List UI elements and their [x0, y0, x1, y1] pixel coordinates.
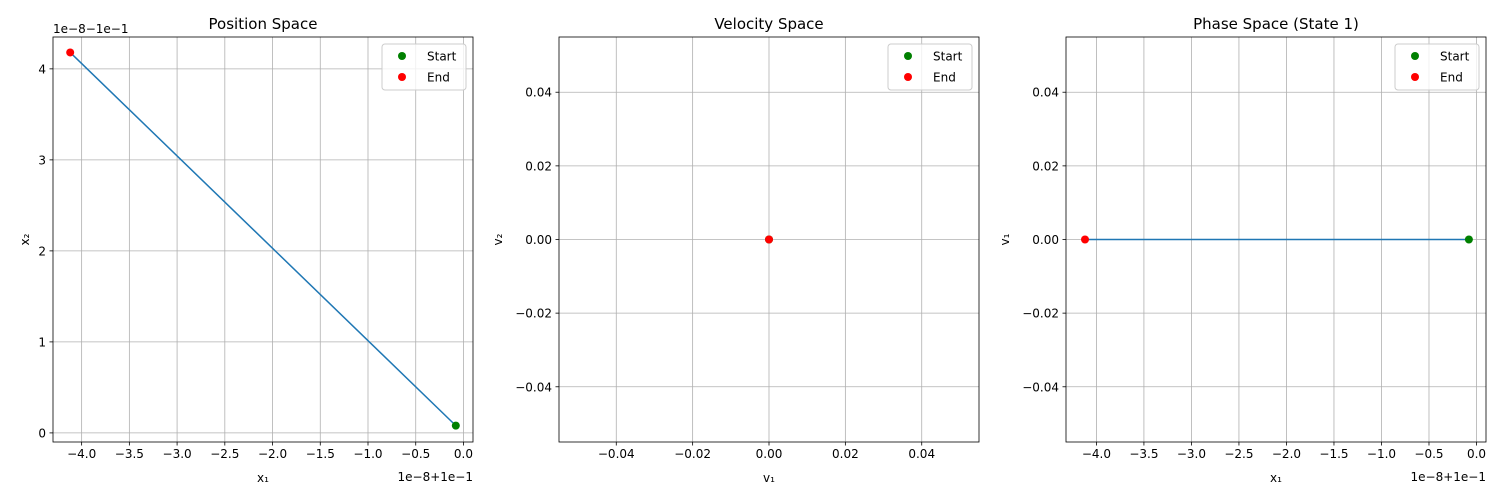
y-axis-label: v₁ — [998, 233, 1012, 245]
legend-end-marker — [398, 73, 406, 81]
x-tick-label: −1.0 — [1367, 447, 1396, 461]
chart-title: Velocity Space — [714, 15, 823, 33]
axes-frame — [1065, 36, 1487, 443]
legend-start-marker — [904, 52, 912, 60]
x-tick-label: −2.5 — [210, 447, 239, 461]
x-tick-label: −1.5 — [306, 447, 335, 461]
x-tick-label: −0.04 — [598, 447, 635, 461]
end-marker — [765, 235, 773, 244]
start-marker — [451, 421, 460, 430]
chart-title: Position Space — [209, 15, 318, 33]
x-tick-label: −2.0 — [1272, 447, 1301, 461]
x-tick-label: 0.04 — [908, 447, 935, 461]
legend-end-marker — [904, 73, 912, 81]
x-tick-label: −1.0 — [353, 447, 382, 461]
y-tick-label: −0.04 — [1022, 380, 1059, 394]
y-tick-label: 2 — [38, 244, 46, 258]
x-tick-label: −4.0 — [67, 447, 96, 461]
end-marker — [66, 48, 75, 57]
legend-end-label: End — [427, 71, 450, 85]
y-tick-label: 0.02 — [1032, 159, 1059, 173]
chart-panel-3: −4.0 −3.5 −3.0 −2.5 −2.0 −1.5 −1.0 −0.5 0.0 −0.04… — [998, 15, 1487, 485]
x-tick-label: −2.0 — [258, 447, 287, 461]
legend-start-label: Start — [1440, 50, 1470, 64]
x-tick-label: 0.0 — [1467, 447, 1486, 461]
legend: Start End — [381, 43, 467, 91]
y-tick-label: 0.04 — [1032, 86, 1059, 100]
y-tick-label: 4 — [38, 62, 46, 76]
x-tick-label: −3.0 — [163, 447, 192, 461]
y-tick-label: −0.04 — [515, 380, 552, 394]
y-tick-label: 0.00 — [525, 233, 552, 247]
x-tick-label: −0.5 — [401, 447, 430, 461]
legend-start-marker — [1411, 52, 1419, 60]
legend-start-label: Start — [933, 50, 963, 64]
trajectory-line — [69, 51, 457, 427]
x-tick-label: 0.0 — [454, 447, 473, 461]
x-tick-label: −1.5 — [1319, 447, 1348, 461]
legend-end-label: End — [933, 71, 956, 85]
y-axis-label: v₂ — [491, 233, 505, 245]
x-tick-label: −3.0 — [1177, 447, 1206, 461]
legend-start-label: Start — [427, 50, 457, 64]
y-tick-label: −0.02 — [515, 307, 552, 321]
x-tick-label: −4.0 — [1082, 447, 1111, 461]
legend-start-marker — [398, 52, 406, 60]
axes-frame — [558, 36, 980, 443]
x-tick-label: −0.5 — [1414, 447, 1443, 461]
y-tick-label: 0.04 — [525, 86, 552, 100]
x-tick-label: −3.5 — [115, 447, 144, 461]
end-marker — [1081, 235, 1090, 244]
legend: Start End — [887, 43, 973, 91]
y-axis-label: x₂ — [18, 233, 32, 245]
chart-panel-2: −0.04 −0.02 0.00 0.02 0.04 −0.04 −0.02 0.00 0.02… — [491, 15, 980, 485]
x-tick-label: −2.5 — [1224, 447, 1253, 461]
x-tick-label: −0.02 — [674, 447, 711, 461]
x-tick-label: 0.00 — [756, 447, 783, 461]
x-axis-label: x₁ — [257, 471, 269, 485]
x-tick-label: 0.02 — [832, 447, 859, 461]
y-tick-label: 1 — [38, 335, 46, 349]
y-tick-label: 0.00 — [1032, 233, 1059, 247]
x-axis-label: x₁ — [1270, 471, 1282, 485]
start-marker — [1464, 235, 1473, 244]
axes-frame — [52, 36, 474, 443]
x-offset-text: 1e−8+1e−1 — [398, 470, 473, 484]
legend: Start End — [1394, 43, 1480, 91]
x-axis-label: v₁ — [763, 471, 775, 485]
x-tick-label: −3.5 — [1129, 447, 1158, 461]
y-tick-label: 3 — [38, 153, 46, 167]
y-tick-label: 0.02 — [525, 159, 552, 173]
chart-title: Phase Space (State 1) — [1193, 15, 1359, 33]
y-tick-label: 0 — [38, 426, 46, 440]
y-tick-label: −0.02 — [1022, 307, 1059, 321]
y-offset-text: 1e−8−1e−1 — [53, 22, 128, 36]
chart-panel-1: −4.0 −3.5 −3.0 −2.5 −2.0 −1.5 −1.0 −0.5 0.0 0 1 2 3 4… — [18, 15, 474, 485]
legend-end-marker — [1411, 73, 1419, 81]
legend-end-label: End — [1440, 71, 1463, 85]
x-offset-text: 1e−8+1e−1 — [1411, 470, 1486, 484]
